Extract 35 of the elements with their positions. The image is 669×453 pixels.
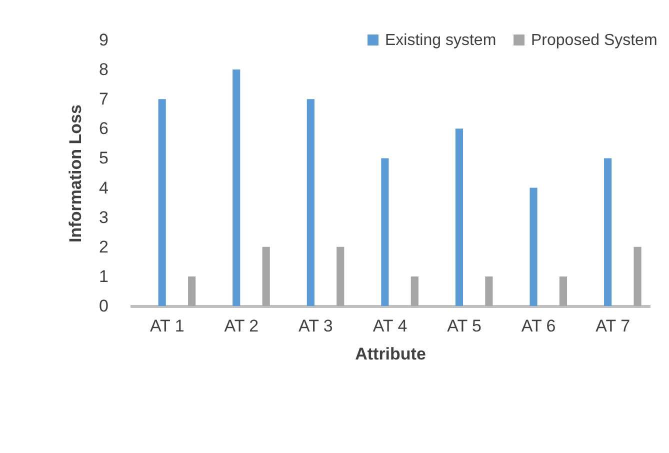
x-tick-label: AT 1: [150, 316, 184, 336]
y-tick-label: 9: [99, 30, 108, 50]
legend-label: Proposed System: [531, 32, 658, 49]
y-tick-label: 6: [99, 119, 108, 138]
y-tick-label: 7: [99, 90, 108, 109]
bar: [559, 276, 568, 306]
bar: [336, 246, 344, 306]
bar: [485, 276, 493, 306]
x-axis-title: Attribute: [355, 344, 426, 364]
bar: [232, 70, 240, 306]
bar: [455, 128, 464, 306]
bar: [306, 99, 314, 306]
bar: [604, 158, 612, 306]
x-tick-label: AT 5: [447, 316, 482, 336]
legend-label: Existing system: [385, 32, 496, 49]
x-tick-label: AT 3: [298, 316, 333, 336]
bar: [634, 246, 642, 306]
bar: [530, 188, 538, 306]
y-tick-label: 4: [99, 178, 108, 198]
y-tick-label: 5: [99, 148, 108, 168]
y-tick-label: 3: [99, 208, 108, 227]
bar: [381, 158, 389, 306]
bar: [188, 276, 196, 306]
y-tick-label: 2: [99, 237, 108, 256]
bar: [410, 276, 418, 306]
bar: [262, 246, 270, 306]
y-axis-title: Information Loss: [66, 104, 86, 242]
y-tick-label: 1: [99, 266, 108, 286]
x-tick-label: AT 2: [224, 316, 259, 336]
y-tick-label: 0: [99, 296, 108, 316]
y-tick-label: 8: [99, 60, 108, 80]
bar: [158, 99, 166, 306]
x-tick-label: AT 4: [372, 316, 408, 336]
x-tick-label: AT 6: [521, 316, 556, 336]
x-tick-label: AT 7: [596, 316, 630, 336]
